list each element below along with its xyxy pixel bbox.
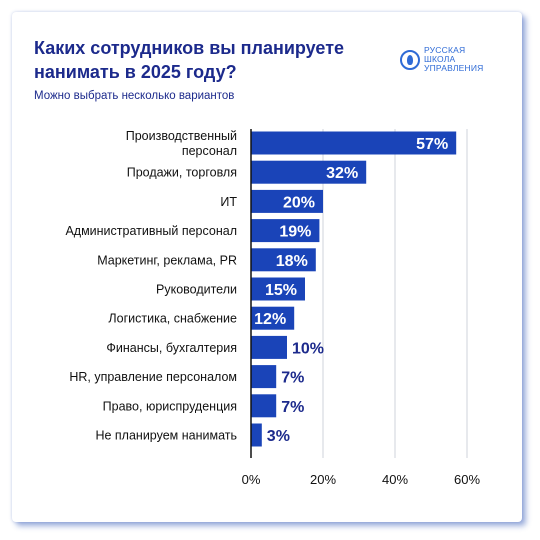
bar (251, 160, 367, 184)
data-label: 32% (326, 165, 358, 182)
category-label: Логистика, снабжение (108, 312, 237, 326)
category-label: Финансы, бухгалтерия (106, 341, 237, 355)
data-label: 10% (292, 340, 324, 357)
data-label: 7% (281, 399, 304, 416)
x-tick-label: 40% (382, 472, 408, 487)
logo-text: РУССКАЯ ШКОЛА УПРАВЛЕНИЯ (424, 46, 484, 73)
logo-line: ШКОЛА (424, 54, 456, 64)
x-tick-label: 20% (310, 472, 336, 487)
data-label: 12% (254, 311, 286, 328)
bar (251, 423, 262, 447)
logo: РУССКАЯ ШКОЛА УПРАВЛЕНИЯ (400, 46, 484, 73)
data-label: 20% (283, 194, 315, 211)
bar (251, 248, 316, 272)
bar (251, 189, 323, 213)
category-label: Административный персонал (65, 224, 237, 238)
bar (251, 306, 295, 330)
logo-line: РУССКАЯ (424, 45, 466, 55)
x-tick-label: 60% (454, 472, 480, 487)
category-label: Право, юриспруденция (103, 399, 237, 413)
chart-title: Каких сотрудников вы планируете нанимать… (34, 38, 345, 82)
logo-line: УПРАВЛЕНИЯ (424, 63, 484, 73)
data-label: 7% (281, 370, 304, 387)
x-tick-label: 0% (242, 472, 261, 487)
data-label: 19% (279, 224, 311, 241)
chart-subtitle: Можно выбрать несколько вариантов (34, 90, 235, 102)
category-label: Не планируем нанимать (95, 429, 237, 443)
category-label: Производственный персонал (126, 129, 237, 158)
category-label: ИТ (220, 195, 237, 209)
bar (251, 131, 457, 155)
data-label: 18% (276, 253, 308, 270)
data-label: 57% (416, 136, 448, 153)
category-label: Руководители (156, 283, 237, 297)
category-label: Продажи, торговля (127, 166, 237, 180)
category-label: Маркетинг, реклама, PR (97, 253, 237, 267)
shield-emblem-icon (400, 49, 420, 70)
bar (251, 277, 305, 301)
bar (251, 365, 277, 389)
bar (251, 394, 277, 418)
bar (251, 335, 287, 359)
data-label: 15% (265, 282, 297, 299)
bar (251, 219, 320, 243)
category-label: HR, управление персоналом (69, 370, 237, 384)
data-label: 3% (267, 428, 290, 445)
